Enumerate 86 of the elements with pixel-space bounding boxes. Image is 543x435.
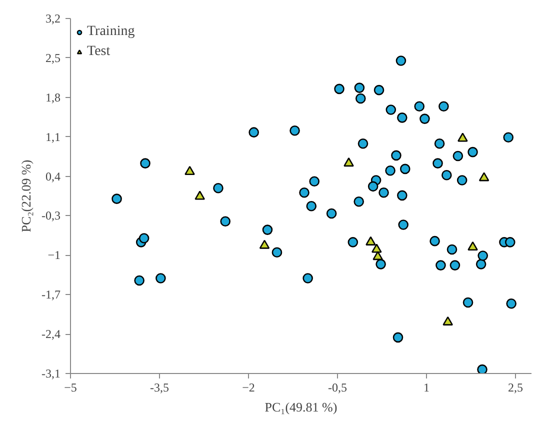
point bbox=[309, 176, 320, 186]
point bbox=[434, 138, 445, 149]
y-tick-label: 3,2 bbox=[46, 12, 60, 26]
point bbox=[220, 216, 231, 226]
point bbox=[442, 316, 453, 326]
point bbox=[344, 157, 354, 167]
point bbox=[456, 175, 468, 186]
point bbox=[259, 240, 270, 249]
x-tick-label: 2,5 bbox=[508, 380, 523, 394]
x-axis-title: PC₁(49.81 %) bbox=[264, 400, 338, 414]
point bbox=[477, 364, 488, 374]
y-tick-label: -2,4 bbox=[42, 327, 61, 342]
point bbox=[358, 138, 368, 149]
point bbox=[391, 150, 402, 161]
point bbox=[397, 112, 408, 123]
x-tick-label: 1 bbox=[423, 380, 430, 394]
x-tick-label: −5 bbox=[64, 380, 77, 394]
point bbox=[334, 84, 344, 94]
point bbox=[446, 244, 458, 255]
point bbox=[366, 236, 376, 246]
point bbox=[371, 244, 382, 253]
point bbox=[368, 181, 378, 192]
point bbox=[414, 101, 425, 112]
point bbox=[376, 259, 386, 270]
y-tick-label: −1 bbox=[48, 248, 61, 262]
point bbox=[468, 241, 478, 251]
point bbox=[420, 114, 430, 124]
y-tick-label: 1,1 bbox=[46, 130, 60, 144]
point bbox=[138, 233, 150, 244]
point bbox=[272, 247, 282, 258]
point bbox=[506, 298, 516, 309]
point bbox=[386, 104, 396, 115]
point bbox=[299, 187, 310, 198]
point bbox=[355, 93, 366, 104]
point bbox=[438, 101, 449, 112]
y-axis-title: PC₂(22.09 %) bbox=[18, 160, 34, 232]
point bbox=[290, 125, 300, 136]
point bbox=[462, 297, 474, 308]
x-tick-label: −2 bbox=[242, 380, 255, 394]
point bbox=[400, 164, 410, 174]
point bbox=[134, 275, 144, 286]
point bbox=[194, 190, 205, 200]
legend-label: Test bbox=[87, 44, 110, 60]
legend-label: Training bbox=[87, 24, 135, 40]
point bbox=[348, 237, 358, 248]
point bbox=[468, 146, 478, 158]
point bbox=[504, 237, 516, 248]
point bbox=[112, 194, 122, 204]
point bbox=[396, 56, 406, 66]
point bbox=[397, 190, 408, 201]
point bbox=[503, 132, 514, 143]
y-tick-label: -0,3 bbox=[42, 208, 61, 223]
point bbox=[450, 260, 460, 270]
x-tick-label: -3,5 bbox=[150, 380, 169, 394]
point bbox=[436, 260, 446, 270]
y-tick-label: -1,7 bbox=[42, 288, 61, 302]
y-tick-label: 1,8 bbox=[46, 90, 60, 104]
point bbox=[392, 332, 404, 343]
point bbox=[302, 273, 313, 284]
point bbox=[452, 150, 464, 162]
point bbox=[262, 224, 273, 235]
y-tick-label: 2,5 bbox=[46, 50, 60, 65]
point bbox=[354, 196, 364, 207]
point bbox=[306, 201, 317, 212]
point bbox=[140, 158, 150, 168]
point bbox=[478, 172, 490, 182]
point bbox=[478, 250, 488, 261]
point bbox=[476, 259, 486, 270]
point bbox=[432, 158, 443, 168]
point bbox=[326, 208, 337, 219]
point bbox=[213, 182, 224, 194]
point bbox=[156, 273, 166, 284]
point bbox=[458, 132, 468, 142]
y-tick-label: 0,4 bbox=[46, 169, 60, 184]
point bbox=[372, 251, 383, 260]
point bbox=[398, 220, 408, 230]
point bbox=[442, 170, 452, 180]
point bbox=[354, 82, 365, 93]
point bbox=[385, 166, 396, 176]
point bbox=[248, 127, 259, 138]
point bbox=[184, 166, 195, 176]
point bbox=[430, 236, 440, 246]
point bbox=[374, 84, 384, 96]
x-tick-label: -0,5 bbox=[328, 380, 347, 394]
point bbox=[378, 187, 389, 198]
y-tick-label: -3,1 bbox=[42, 366, 61, 380]
